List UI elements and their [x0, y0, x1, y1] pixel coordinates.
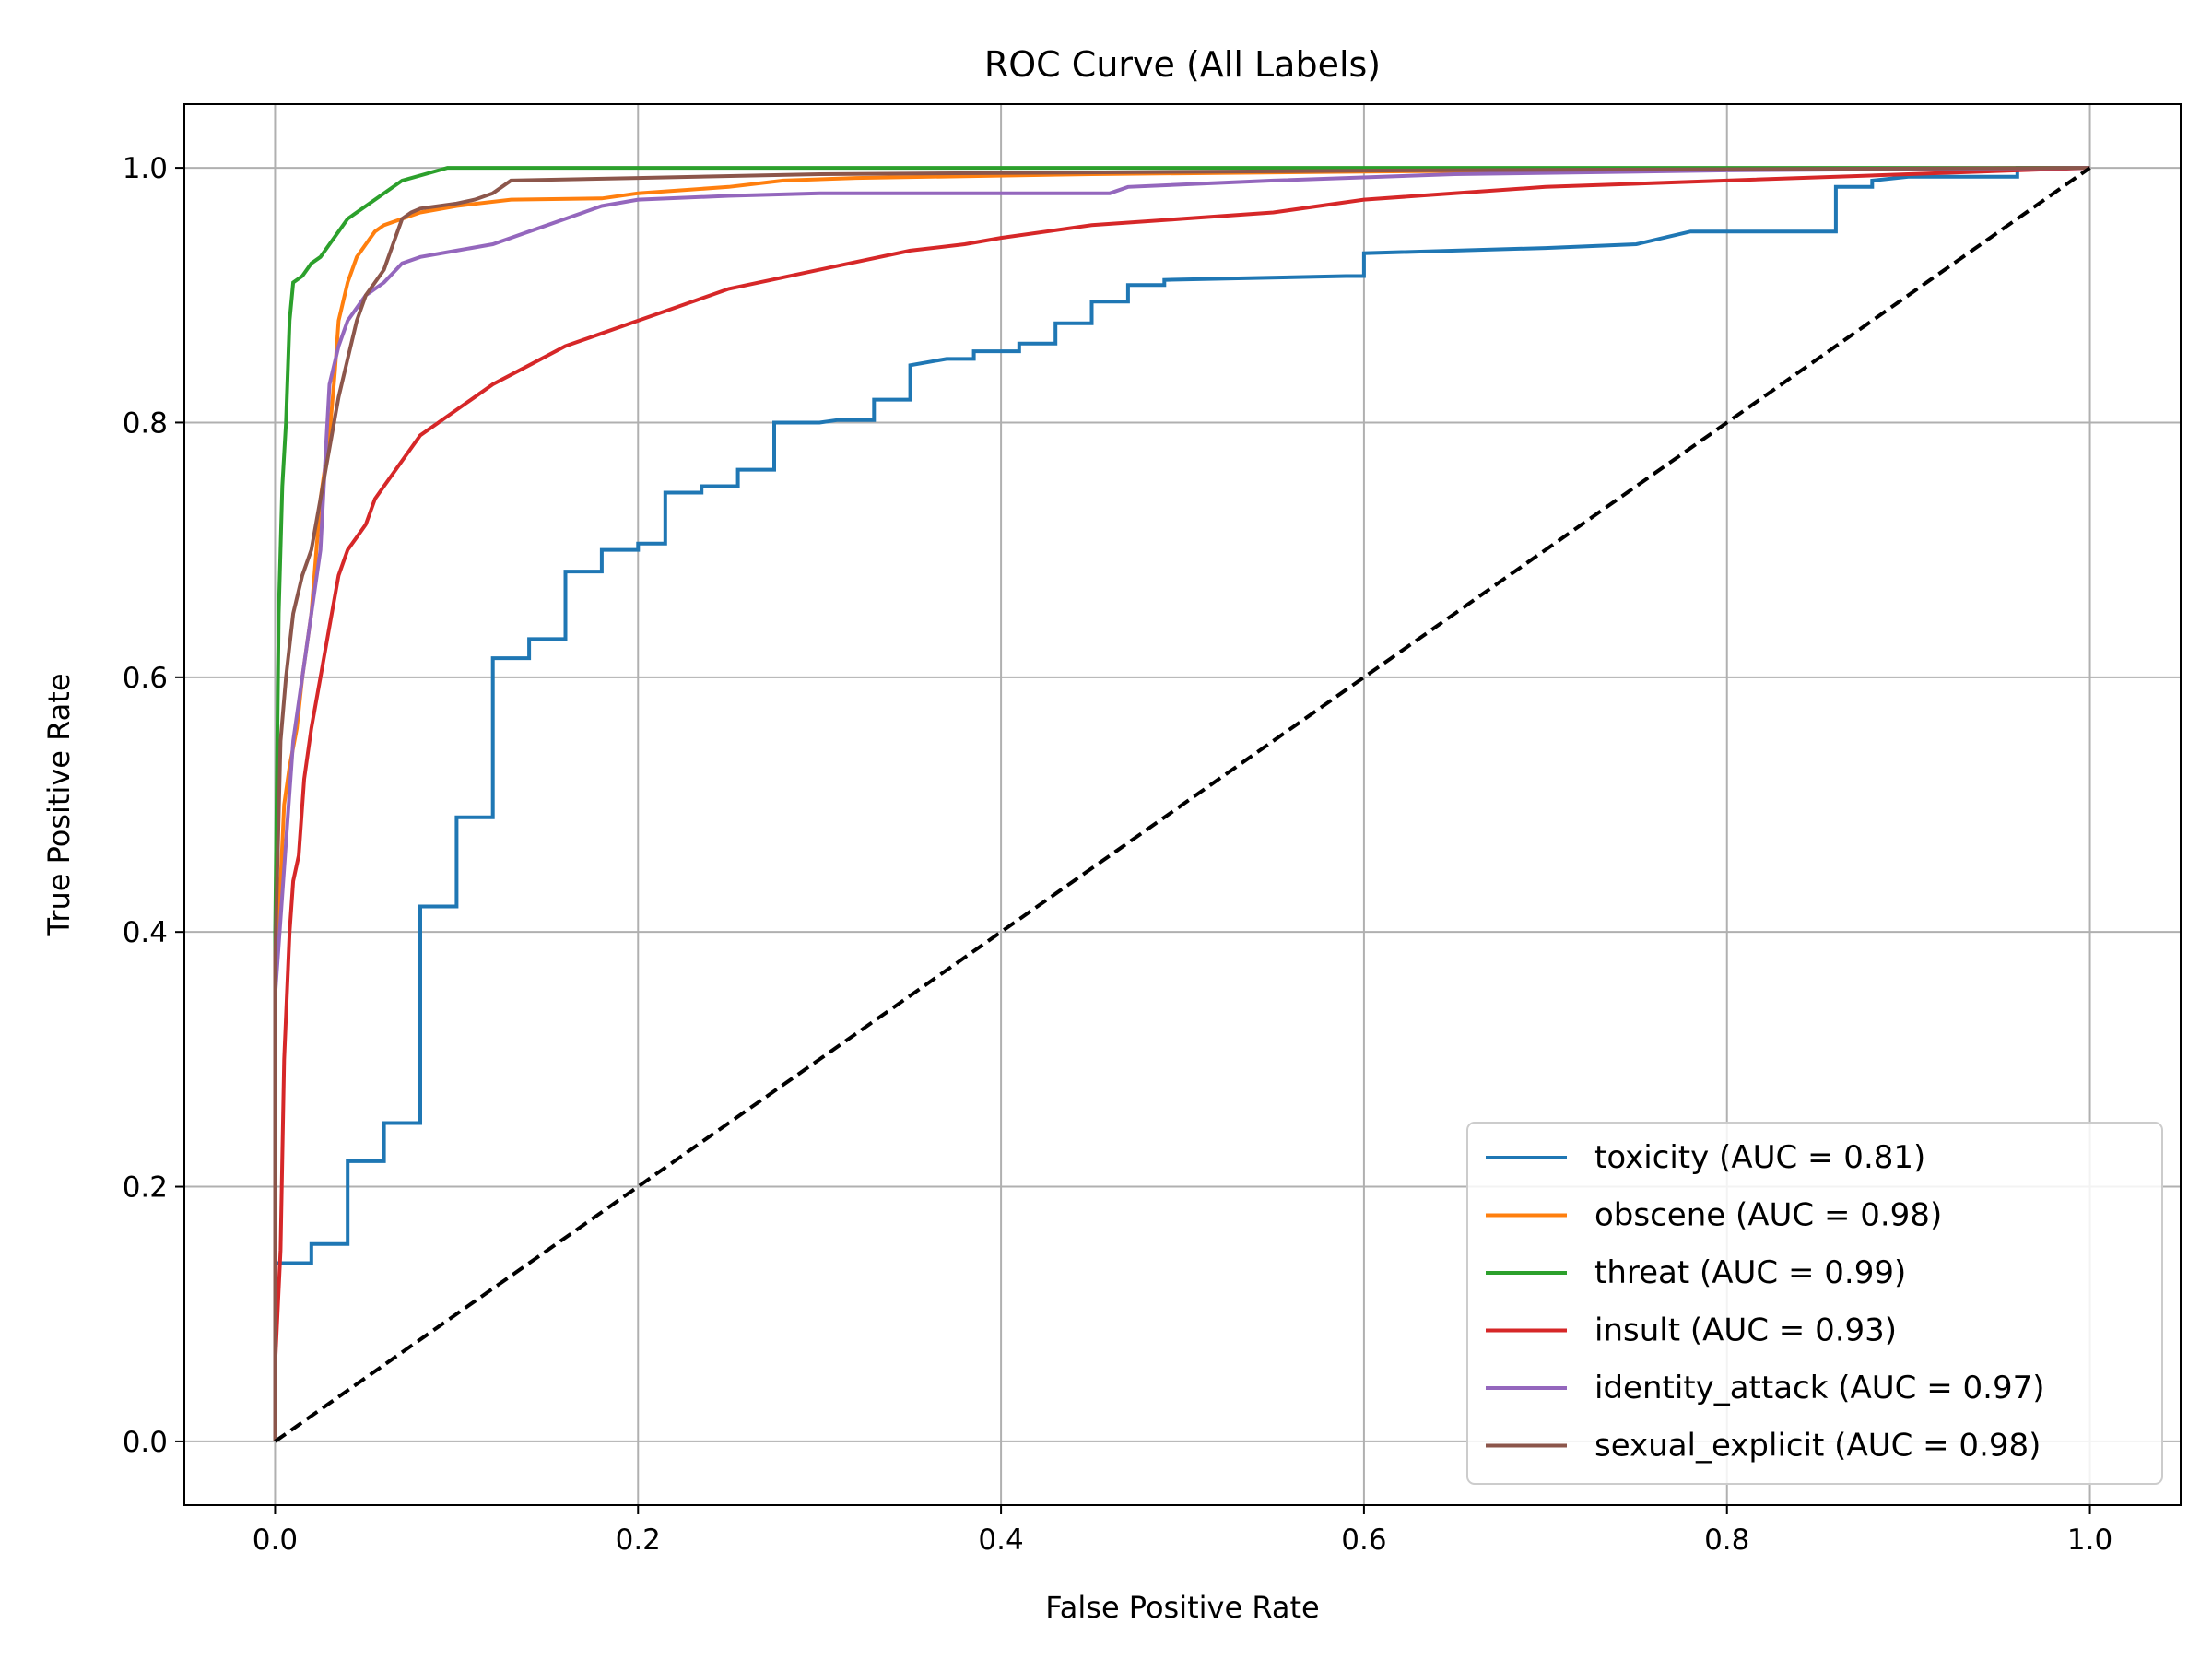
y-tick-label: 0.2 [123, 1171, 168, 1205]
legend-label: insult (AUC = 0.93) [1594, 1312, 1897, 1349]
y-axis-label: True Positive Rate [41, 673, 76, 936]
x-tick-label: 0.0 [253, 1524, 298, 1557]
x-axis-label: False Positive Rate [1045, 1590, 1319, 1625]
x-tick-label: 0.4 [978, 1524, 1023, 1557]
series-line-threat [273, 166, 2090, 1441]
series-line-sexual-explicit [273, 166, 2090, 1441]
chart-title: ROC Curve (All Labels) [984, 44, 1381, 85]
legend-label: identity_attack (AUC = 0.97) [1594, 1370, 2044, 1406]
legend-box [1466, 1122, 2163, 1485]
legend: toxicity (AUC = 0.81) obscene (AUC = 0.98… [1466, 1122, 2163, 1485]
series-line-insult [273, 166, 2090, 1441]
axis-ticks: 0.0 0.2 0.4 0.6 0.8 1.0 0.0 0.2 0.4 0.6 0.8 1.0 [123, 152, 2113, 1557]
y-tick-label: 0.0 [123, 1426, 168, 1459]
x-tick-label: 1.0 [2067, 1524, 2112, 1557]
x-tick-label: 0.6 [1341, 1524, 1386, 1557]
x-tick-label: 0.2 [616, 1524, 661, 1557]
series-line-toxicity [273, 166, 2090, 1441]
legend-label: threat (AUC = 0.99) [1594, 1254, 1906, 1291]
legend-label: toxicity (AUC = 0.81) [1594, 1139, 1925, 1176]
y-tick-label: 0.8 [123, 406, 168, 440]
grid-lines [184, 104, 2181, 1505]
y-tick-label: 1.0 [123, 152, 168, 185]
chance-diagonal-line [274, 166, 2091, 1443]
legend-label: sexual_explicit (AUC = 0.98) [1594, 1428, 2041, 1465]
series-lines [273, 166, 2091, 1443]
legend-label: obscene (AUC = 0.98) [1594, 1197, 1942, 1234]
series-line-identity-attack [273, 166, 2090, 1441]
x-tick-label: 0.8 [1704, 1524, 1749, 1557]
y-tick-label: 0.6 [123, 662, 168, 695]
y-tick-label: 0.4 [123, 916, 168, 949]
plot-frame [183, 103, 2182, 1506]
